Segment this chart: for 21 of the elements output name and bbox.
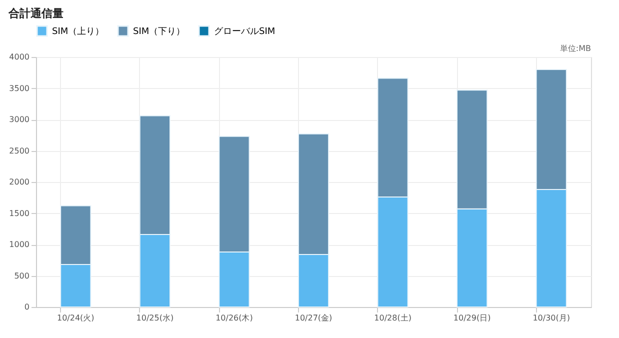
- x-tick-label: 10/26(木): [216, 314, 253, 322]
- x-tick-label: 10/24(火): [56, 314, 94, 322]
- text: 単位:MB: [560, 44, 591, 53]
- legend-label: グローバルSIM: [214, 26, 276, 37]
- x-tick-label: 10/27(金): [294, 314, 332, 322]
- chart-title: 合計通信量: [8, 7, 64, 20]
- y-tick-label: 0: [24, 302, 30, 312]
- y-tick-label: 3500: [9, 84, 30, 93]
- x-tick-label: 10/28(土): [374, 314, 412, 322]
- y-tick-label: 1500: [9, 208, 30, 218]
- legend-label: SIM（上り）: [52, 26, 104, 37]
- y-tick-label: 500: [14, 271, 30, 280]
- x-tick-label: 10/25(水): [136, 314, 174, 322]
- y-tick-label: 2000: [9, 178, 30, 186]
- x-tick-label: 10/30(月): [532, 314, 570, 322]
- y-tick-label: 3000: [9, 115, 30, 124]
- x-tick-label: 10/29(日): [453, 314, 491, 322]
- legend-label: SIM（下り）: [133, 27, 186, 37]
- y-tick-label: 2500: [9, 146, 30, 156]
- y-tick-label: 4000: [9, 52, 30, 62]
- y-tick-label: 1000: [9, 240, 30, 249]
